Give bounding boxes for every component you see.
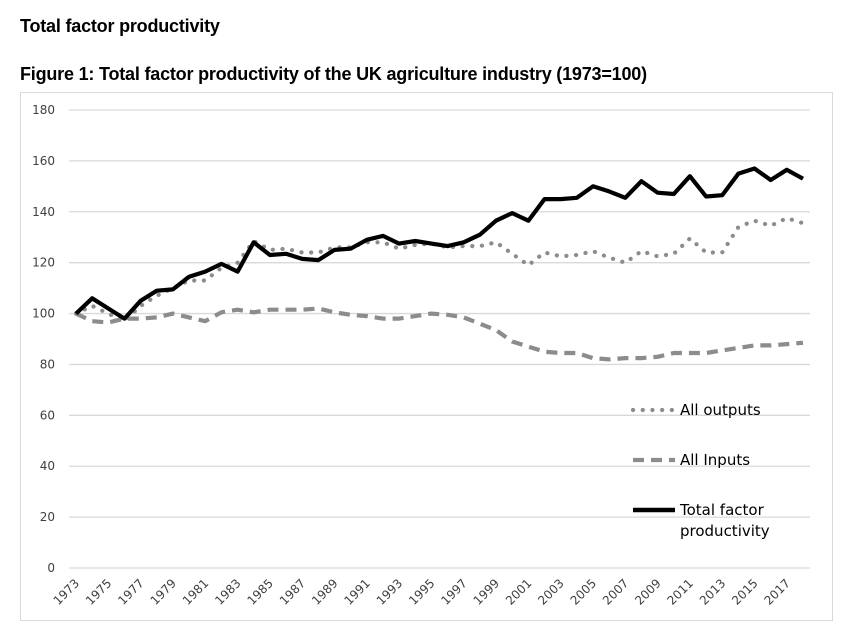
legend-label: All Inputs: [680, 451, 750, 469]
legend-item: Total factor productivity: [633, 501, 770, 540]
x-tick-label: 1995: [406, 576, 437, 607]
x-tick-label: 2015: [729, 576, 760, 607]
x-tick-label: 2013: [697, 576, 728, 607]
y-axis-tick-labels: 0 20 40 60 80 100 120 140 160 180: [32, 103, 55, 575]
x-tick-label: 1993: [374, 576, 405, 607]
x-tick-label: 2005: [568, 576, 599, 607]
x-tick-label: 2009: [632, 576, 663, 607]
x-tick-label: 2011: [665, 576, 696, 607]
legend-label: Total factor: [679, 501, 765, 519]
y-tick-label: 60: [40, 408, 55, 422]
chart-frame: [20, 92, 833, 621]
y-tick-label: 0: [47, 561, 55, 575]
legend-item: All outputs: [630, 401, 761, 419]
x-tick-label: 1989: [309, 576, 340, 607]
series-line-all-outputs: [73, 216, 806, 324]
series-lines: [73, 166, 806, 362]
legend-item: All Inputs: [633, 451, 750, 469]
x-tick-label: 1975: [83, 576, 114, 607]
legend-label: All outputs: [680, 401, 761, 419]
x-tick-label: 1979: [148, 576, 179, 607]
x-axis-tick-labels: 1973 1975 1977 1979 1981 1983 1985 1987 1989 1991…: [51, 576, 793, 607]
legend-label: productivity: [680, 522, 770, 540]
x-tick-label: 1983: [212, 576, 243, 607]
x-tick-label: 1987: [277, 576, 308, 607]
y-tick-label: 180: [32, 103, 55, 117]
x-tick-label: 1973: [51, 576, 82, 607]
y-tick-label: 80: [40, 357, 55, 371]
x-tick-label: 1985: [244, 576, 275, 607]
y-tick-label: 40: [40, 459, 55, 473]
series-line-all-inputs: [75, 306, 804, 362]
y-tick-label: 160: [32, 154, 55, 168]
page-heading: Total factor productivity: [20, 16, 220, 36]
x-tick-label: 1999: [471, 576, 502, 607]
gridlines: [69, 109, 810, 569]
x-tick-label: 2007: [600, 576, 631, 607]
x-tick-label: 1991: [341, 576, 372, 607]
y-tick-label: 100: [32, 307, 55, 321]
x-tick-label: 1981: [180, 576, 211, 607]
legend: All outputs All Inputs Total factor product…: [630, 401, 770, 540]
x-tick-label: 2001: [503, 576, 534, 607]
x-tick-label: 1977: [115, 576, 146, 607]
x-tick-label: 1997: [438, 576, 469, 607]
y-tick-label: 140: [32, 205, 55, 219]
x-tick-label: 2017: [761, 576, 792, 607]
y-tick-label: 20: [40, 510, 55, 524]
series-line-total-factor-productivity: [74, 166, 805, 321]
figure-title: Figure 1: Total factor productivity of t…: [20, 64, 647, 84]
x-tick-label: 2003: [535, 576, 566, 607]
y-tick-label: 120: [32, 256, 55, 270]
